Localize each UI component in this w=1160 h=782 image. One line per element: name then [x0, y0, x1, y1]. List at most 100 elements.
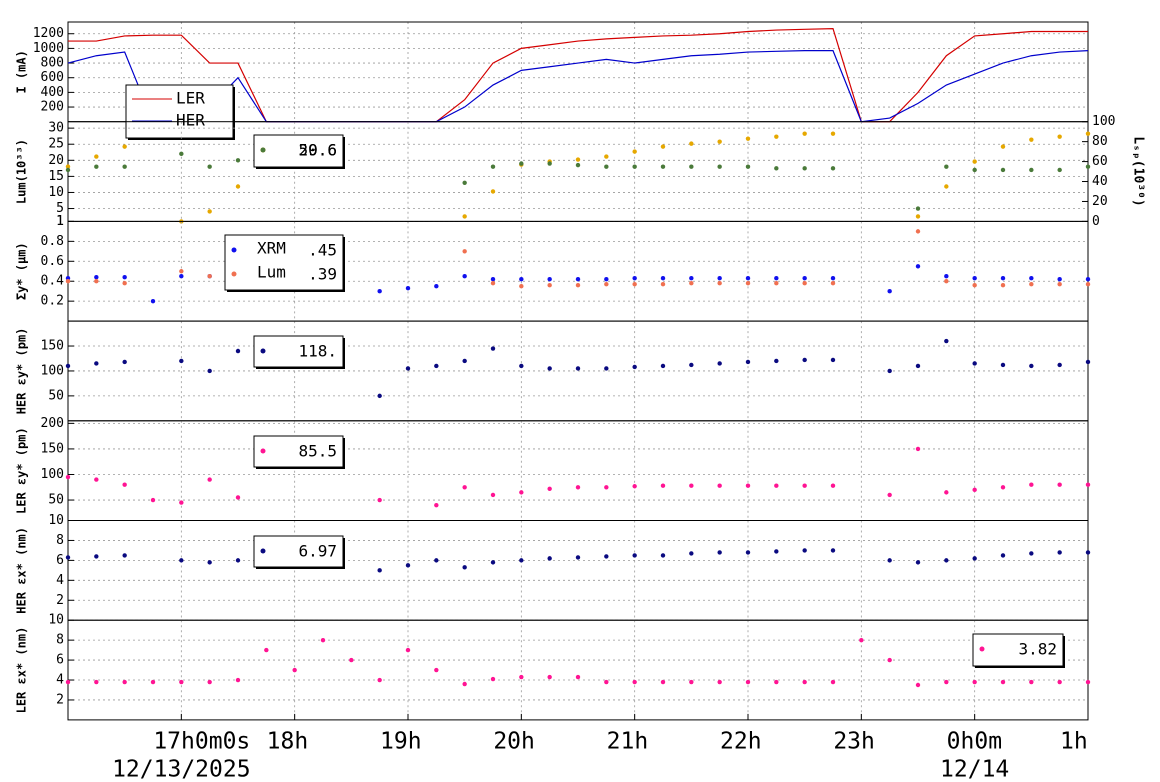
y-tick-label: 30	[48, 121, 64, 136]
data-point	[774, 549, 779, 554]
data-point	[745, 483, 751, 488]
data-point	[830, 131, 836, 136]
data-point	[462, 358, 467, 364]
y-axis-label: HER εy* (pm)	[15, 328, 29, 415]
y-tick-label: 6	[56, 653, 64, 668]
data-point	[660, 679, 666, 685]
x-tick-label: 18h	[267, 728, 309, 754]
data-point	[519, 490, 524, 495]
y2-tick-label: 0	[1092, 214, 1100, 229]
panel-frame	[67, 520, 1089, 621]
data-point	[717, 550, 722, 555]
y-axis-label: Σy* (μm)	[15, 242, 29, 300]
data-point	[859, 637, 864, 643]
data-point	[604, 282, 609, 287]
y-tick-label: 800	[41, 56, 64, 71]
data-point	[377, 288, 382, 294]
data-point	[519, 277, 524, 282]
data-point	[1085, 550, 1091, 555]
data-point	[122, 281, 127, 286]
data-point	[915, 214, 921, 219]
data-point	[377, 677, 382, 683]
data-point	[207, 164, 212, 169]
data-point	[830, 357, 836, 363]
data-point	[1085, 164, 1091, 169]
data-point	[717, 361, 722, 366]
data-point	[235, 495, 241, 500]
legend-swatch	[260, 448, 266, 454]
data-point	[717, 679, 722, 685]
data-point	[490, 277, 496, 282]
data-point	[802, 131, 807, 136]
data-point	[462, 214, 467, 219]
data-point	[1029, 282, 1034, 287]
y-tick-label: 1200	[33, 26, 64, 41]
data-point	[547, 277, 552, 282]
data-point	[405, 563, 411, 568]
data-point	[717, 164, 722, 169]
legend-label: Lum	[257, 263, 286, 282]
x-tick-label: 22h	[720, 728, 762, 754]
x-tick-label: 20h	[493, 728, 535, 754]
data-point	[547, 556, 552, 561]
y-tick-label: 150	[41, 441, 64, 456]
data-point	[575, 555, 581, 560]
panel-frame	[67, 619, 1089, 721]
data-point	[632, 276, 637, 281]
x-date-label: 12/13/2025	[112, 756, 250, 782]
data-point	[689, 483, 694, 488]
x-tick-label: 23h	[833, 728, 875, 754]
data-point	[802, 281, 807, 286]
data-point	[887, 657, 892, 663]
data-point	[94, 164, 99, 169]
data-point	[235, 677, 241, 683]
legend-swatch	[979, 646, 985, 652]
data-point	[462, 274, 467, 279]
y-tick-label: 150	[41, 339, 64, 354]
y-axis-label: I (mA)	[15, 50, 29, 93]
data-point	[122, 679, 127, 685]
data-point	[1085, 482, 1091, 487]
legend-box	[253, 535, 344, 568]
data-point	[774, 281, 779, 286]
data-point	[944, 164, 949, 169]
data-point	[349, 657, 354, 663]
data-point	[830, 548, 836, 553]
data-point	[490, 346, 496, 351]
y-tick-label: 2	[56, 692, 64, 707]
data-point	[519, 161, 524, 166]
data-point	[377, 497, 382, 503]
data-point	[235, 348, 241, 354]
data-point	[519, 674, 524, 680]
data-point	[632, 484, 637, 489]
data-point	[575, 162, 581, 168]
data-point	[802, 483, 807, 488]
data-point	[94, 154, 99, 159]
y-tick-label: 4	[56, 573, 64, 588]
data-point	[1000, 485, 1006, 490]
data-point	[604, 366, 609, 371]
data-point	[717, 139, 722, 144]
x-tick-label: 21h	[607, 728, 649, 754]
data-point	[207, 679, 212, 685]
y-tick-label: 1	[56, 214, 64, 229]
series-line	[67, 49, 1089, 123]
data-point	[94, 275, 99, 280]
y-tick-label: 50	[48, 493, 64, 508]
y-tick-label: 15	[48, 169, 64, 184]
data-point	[717, 276, 722, 281]
y2-axis-label: Lₛₚ(10³⁰)	[1131, 136, 1146, 206]
legend-box	[224, 234, 344, 291]
data-point	[604, 154, 609, 159]
y-tick-label: 100	[41, 363, 64, 378]
data-point	[689, 164, 694, 169]
data-point	[547, 366, 552, 371]
data-point	[632, 282, 637, 287]
data-point	[915, 363, 921, 369]
data-point	[122, 553, 127, 558]
data-point	[462, 249, 467, 254]
data-point	[689, 276, 694, 281]
data-point	[94, 477, 99, 482]
data-point	[150, 298, 156, 304]
y-axis-label: LER εy* (pm)	[15, 427, 29, 514]
